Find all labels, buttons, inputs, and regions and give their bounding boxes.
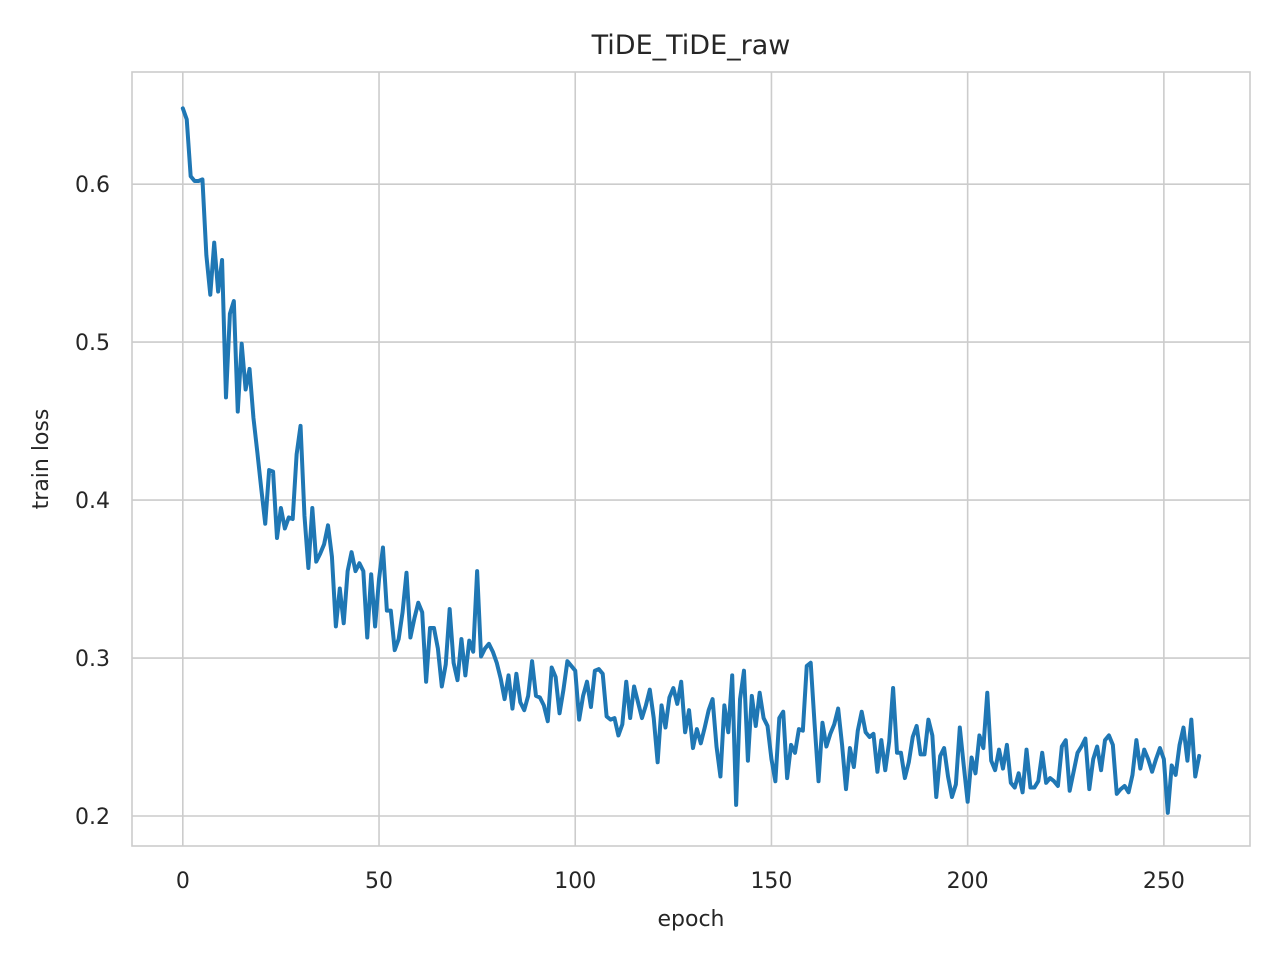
y-tick-label: 0.2 (75, 805, 110, 830)
x-tick-label: 50 (365, 869, 393, 894)
x-axis-label: epoch (658, 907, 725, 932)
y-tick-label: 0.4 (75, 489, 110, 514)
y-tick-label: 0.6 (75, 173, 110, 198)
y-tick-label: 0.3 (75, 647, 110, 672)
y-axis-label: train loss (29, 409, 54, 510)
x-tick-label: 100 (554, 869, 596, 894)
x-tick-label: 150 (750, 869, 792, 894)
x-tick-label: 200 (947, 869, 989, 894)
y-tick-label: 0.5 (75, 331, 110, 356)
line (180, 106, 1202, 815)
x-tick-label: 250 (1143, 869, 1185, 894)
plot-frame (131, 71, 1251, 847)
x-tick-label: 0 (176, 869, 190, 894)
chart-title: TiDE_TiDE_raw (591, 30, 791, 61)
